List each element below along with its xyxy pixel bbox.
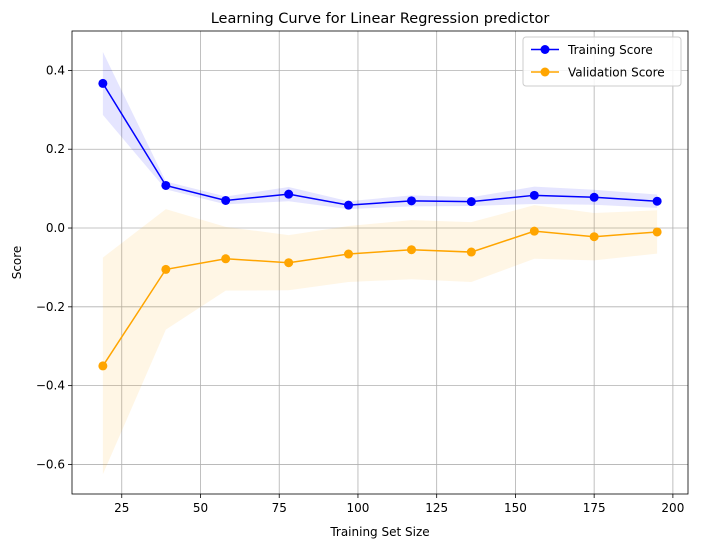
point-series-0-7	[529, 190, 539, 200]
x-tick-label-7: 200	[661, 501, 684, 515]
y-tick-label-2: −0.2	[36, 300, 65, 314]
x-tick-label-3: 100	[347, 501, 370, 515]
y-axis-label: Score	[10, 246, 24, 280]
point-series-1-7	[529, 226, 539, 236]
x-tick-label-4: 125	[425, 501, 448, 515]
point-series-0-5	[406, 196, 416, 206]
point-series-1-0	[98, 361, 108, 371]
legend-validation-marker	[540, 67, 550, 77]
point-series-0-1	[161, 180, 171, 190]
point-series-0-4	[344, 200, 354, 210]
band-series-0	[102, 51, 658, 210]
point-series-1-1	[161, 264, 171, 274]
y-tick-label-5: 0.4	[46, 63, 65, 77]
point-series-0-9	[652, 196, 662, 206]
point-series-1-9	[652, 227, 662, 237]
line-series-1	[102, 230, 658, 367]
series-points	[98, 78, 662, 371]
legend-box	[522, 36, 682, 87]
x-tick-label-6: 175	[583, 501, 606, 515]
legend-training-label: Training Score	[567, 43, 653, 57]
y-axis-ticks: −0.6 −0.4 −0.2 0.0 0.2 0.4	[36, 63, 72, 471]
point-series-0-8	[589, 192, 599, 202]
point-series-1-8	[589, 232, 599, 242]
point-series-0-3	[284, 189, 294, 199]
band-series-1	[102, 205, 658, 475]
line-series-0	[102, 83, 658, 206]
point-series-1-4	[344, 249, 354, 259]
point-series-0-0	[98, 78, 108, 88]
y-tick-label-1: −0.4	[36, 379, 65, 393]
plot-frame	[71, 30, 689, 495]
y-tick-label-4: 0.2	[46, 142, 65, 156]
point-series-1-5	[406, 245, 416, 255]
y-tick-label-0: −0.6	[36, 457, 65, 471]
x-axis-label: Training Set Size	[329, 525, 429, 539]
x-axis-ticks: 25 50 75 100 125 150 175 200	[114, 494, 684, 515]
chart-title: Learning Curve for Linear Regression pre…	[211, 11, 550, 27]
point-series-0-2	[221, 195, 231, 205]
point-series-1-6	[466, 247, 476, 257]
legend-training-marker	[540, 45, 550, 54]
point-series-0-6	[466, 197, 476, 207]
legend: Training Score Validation Score	[522, 36, 682, 87]
point-series-1-3	[284, 258, 294, 268]
x-tick-label-0: 25	[114, 501, 129, 515]
x-tick-label-1: 50	[193, 501, 208, 515]
y-tick-label-3: 0.0	[46, 221, 65, 235]
series-lines	[102, 83, 658, 367]
x-tick-label-2: 75	[272, 501, 287, 515]
point-series-1-2	[221, 254, 231, 264]
confidence-bands	[102, 51, 658, 475]
x-tick-label-5: 150	[504, 501, 527, 515]
legend-validation-label: Validation Score	[568, 66, 665, 80]
